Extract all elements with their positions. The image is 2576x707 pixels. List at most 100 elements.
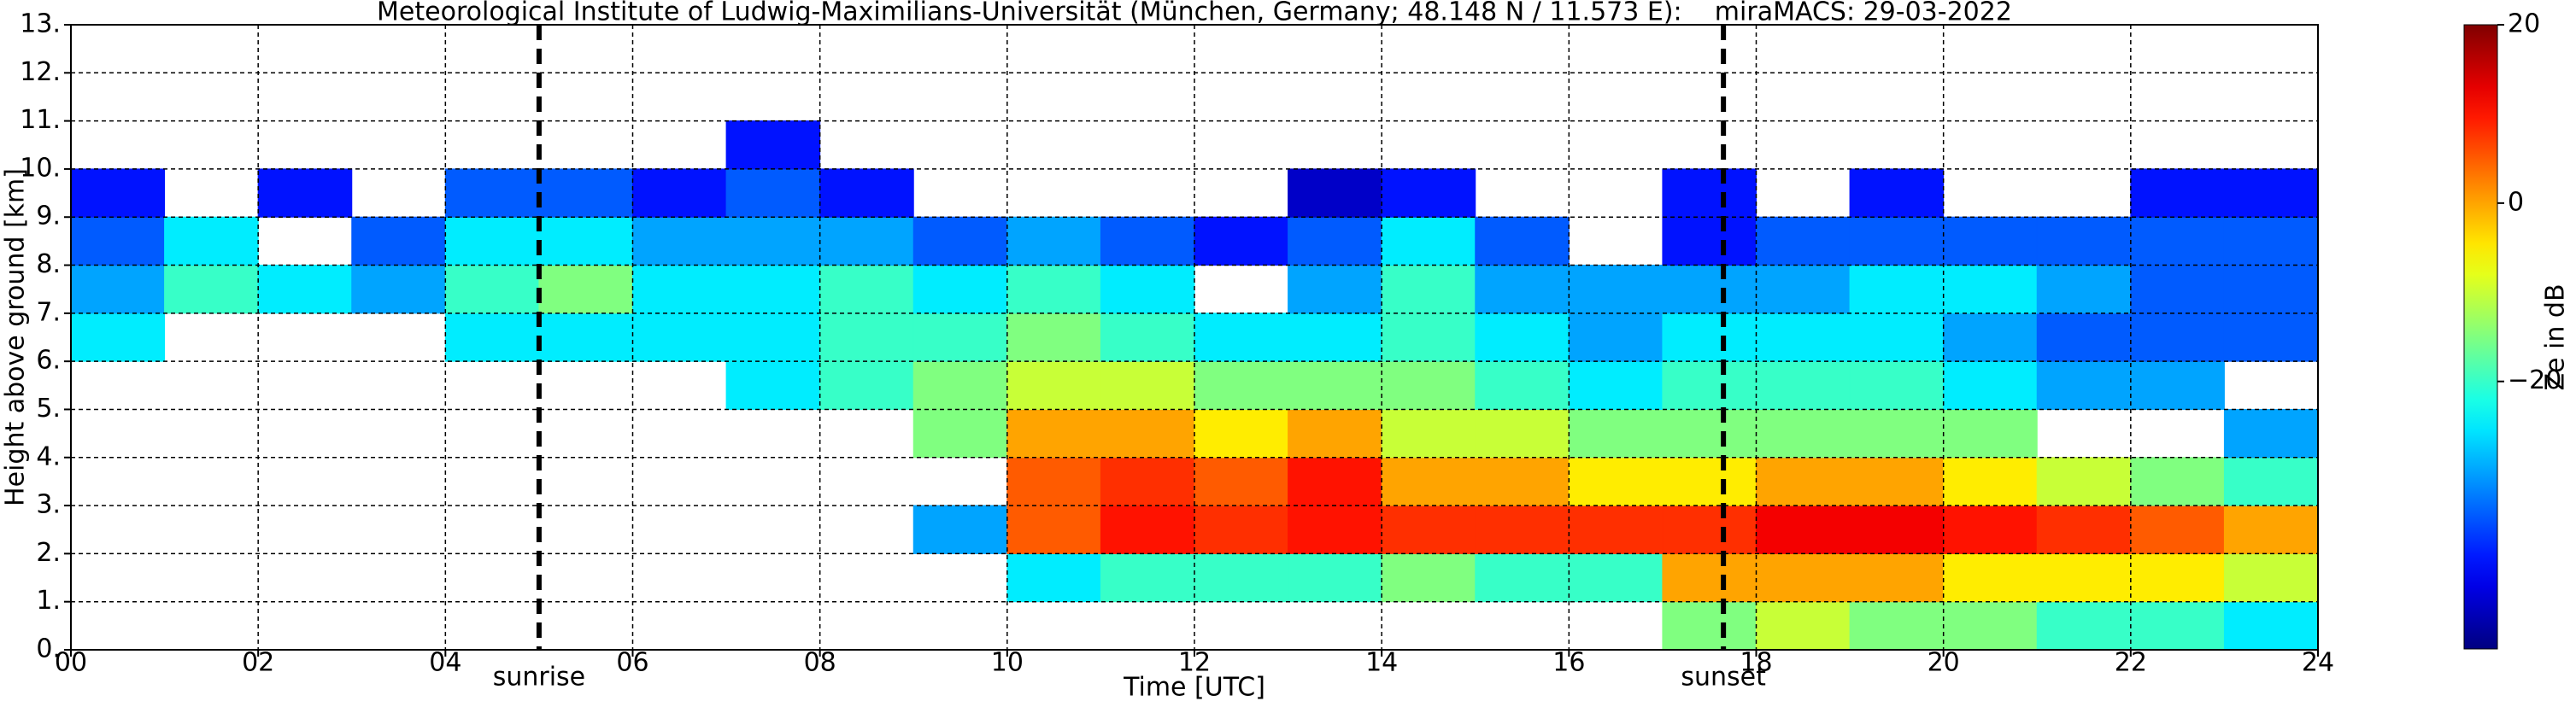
heatmap-cell xyxy=(1194,552,1289,603)
heatmap-cell xyxy=(1662,216,1757,266)
heatmap-cell xyxy=(2130,216,2225,266)
heatmap-cell xyxy=(1381,265,1476,314)
y-tick-label: 13. xyxy=(20,9,61,39)
heatmap-cell xyxy=(1100,457,1195,506)
heatmap-cell xyxy=(1194,505,1289,554)
heatmap-cell xyxy=(2130,601,2225,651)
heatmap-cell xyxy=(2223,505,2319,554)
heatmap-cell xyxy=(1194,313,1289,362)
heatmap-cell xyxy=(1288,360,1382,410)
heatmap-cell xyxy=(1100,552,1195,603)
heatmap-cell xyxy=(1475,360,1570,410)
heatmap-cell xyxy=(2130,168,2225,218)
heatmap-cell xyxy=(70,168,166,218)
heatmap-cell xyxy=(1288,216,1382,266)
heatmap-cell xyxy=(1943,505,2038,554)
heatmap-cell xyxy=(725,265,821,314)
colorbar-label: Ze in dB xyxy=(2541,283,2571,390)
heatmap-cell xyxy=(2036,552,2132,603)
heatmap-cell xyxy=(1381,216,1476,266)
heatmap-cell xyxy=(538,265,634,314)
heatmap-cell xyxy=(632,168,727,218)
heatmap-cell xyxy=(351,216,446,266)
heatmap-cell xyxy=(1100,408,1195,459)
heatmap-cell xyxy=(1006,360,1101,410)
heatmap-cell xyxy=(1381,552,1476,603)
heatmap-cell xyxy=(2130,457,2225,506)
heatmap-cell xyxy=(1662,601,1757,651)
heatmap-cell xyxy=(1849,265,1945,314)
heatmap-cell xyxy=(819,216,914,266)
chart-title: Meteorological Institute of Ludwig-Maxim… xyxy=(377,0,2012,27)
heatmap-cell xyxy=(1756,313,1851,362)
heatmap-cell xyxy=(1756,216,1851,266)
heatmap-cell xyxy=(1288,505,1382,554)
y-tick-label: 6. xyxy=(36,346,61,376)
y-tick-label: 1. xyxy=(36,586,61,616)
heatmap-cell xyxy=(1381,505,1476,554)
heatmap-cell xyxy=(1288,408,1382,459)
heatmap-cell xyxy=(1662,505,1757,554)
heatmap-cell xyxy=(164,265,259,314)
heatmap-cell xyxy=(1756,552,1851,603)
y-tick-label: 2. xyxy=(36,538,61,568)
heatmap-cell xyxy=(725,216,821,266)
heatmap-cell xyxy=(1006,505,1101,554)
heatmap-cell xyxy=(1194,457,1289,506)
heatmap-cell xyxy=(1006,457,1101,506)
heatmap-cell xyxy=(538,216,634,266)
colorbar-tick-label: −20 xyxy=(2508,365,2561,395)
heatmap-cell xyxy=(1662,360,1757,410)
heatmap-cell xyxy=(1662,552,1757,603)
heatmap-cell xyxy=(725,120,821,170)
heatmap-cell xyxy=(538,313,634,362)
heatmap-cell xyxy=(1662,408,1757,459)
y-tick-label: 3. xyxy=(36,490,61,520)
heatmap-cell xyxy=(1943,457,2038,506)
heatmap-cell xyxy=(1849,313,1945,362)
heatmap-cell xyxy=(1475,408,1570,459)
heatmap-cell xyxy=(2130,313,2225,362)
heatmap-cell xyxy=(2036,505,2132,554)
heatmap-cell xyxy=(1662,313,1757,362)
heatmap-cell xyxy=(1288,552,1382,603)
heatmap-cell xyxy=(1943,360,2038,410)
heatmap-cell xyxy=(2223,313,2319,362)
heatmap-cell xyxy=(1006,552,1101,603)
heatmap-cell xyxy=(2036,216,2132,266)
heatmap-cell xyxy=(1849,457,1945,506)
event-label: sunset xyxy=(1681,663,1766,692)
heatmap-cell xyxy=(1100,313,1195,362)
heatmap-cell xyxy=(2130,552,2225,603)
heatmap-cell xyxy=(70,265,166,314)
heatmap-cell xyxy=(1568,408,1664,459)
colorbar-tick-label: 20 xyxy=(2508,9,2540,39)
y-tick-label: 12. xyxy=(20,57,61,87)
heatmap-cell xyxy=(632,313,727,362)
heatmap-cell xyxy=(819,313,914,362)
y-tick-label: 8. xyxy=(36,249,61,279)
heatmap-cell xyxy=(1475,457,1570,506)
heatmap-cell xyxy=(1381,408,1476,459)
heatmap-cell xyxy=(1006,265,1101,314)
heatmap-cell xyxy=(1568,505,1664,554)
heatmap-cell xyxy=(1100,360,1195,410)
heatmap-cell xyxy=(2036,360,2132,410)
heatmap-cell xyxy=(1849,601,1945,651)
heatmap-cell xyxy=(1194,216,1289,266)
heatmap-cell xyxy=(1756,505,1851,554)
heatmap-cell xyxy=(2223,601,2319,651)
heatmap-cell xyxy=(1756,601,1851,651)
heatmap-cell xyxy=(819,168,914,218)
heatmap-cell xyxy=(1475,216,1570,266)
heatmap-cell xyxy=(2223,265,2319,314)
heatmap-cell xyxy=(1849,552,1945,603)
heatmap-cell xyxy=(912,313,1008,362)
heatmap-cell xyxy=(1849,360,1945,410)
heatmap-cell xyxy=(2036,601,2132,651)
heatmap-cell xyxy=(1475,505,1570,554)
heatmap-cell xyxy=(2223,216,2319,266)
heatmap-cell xyxy=(1006,313,1101,362)
y-tick-label: 10. xyxy=(20,153,61,183)
